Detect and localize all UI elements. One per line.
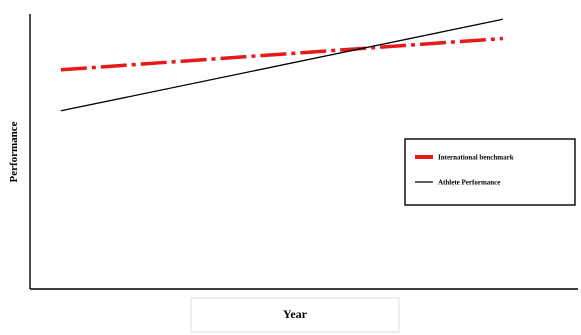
x-axis-label: Year [283, 307, 308, 321]
x-axis-label-box: Year [190, 297, 400, 333]
series-layer [60, 18, 504, 112]
y-axis-label: Performance [8, 121, 20, 182]
legend-label-international-benchmark: International benchmark [438, 154, 514, 162]
series-line-international-benchmark [60, 36, 504, 72]
series-line-athlete-performance [60, 18, 504, 112]
legend-box [404, 138, 576, 206]
plot-area [29, 14, 578, 290]
legend-label-athlete-performance: Athlete Performance [438, 179, 500, 187]
legend: International benchmark Athlete Performa… [404, 138, 576, 206]
